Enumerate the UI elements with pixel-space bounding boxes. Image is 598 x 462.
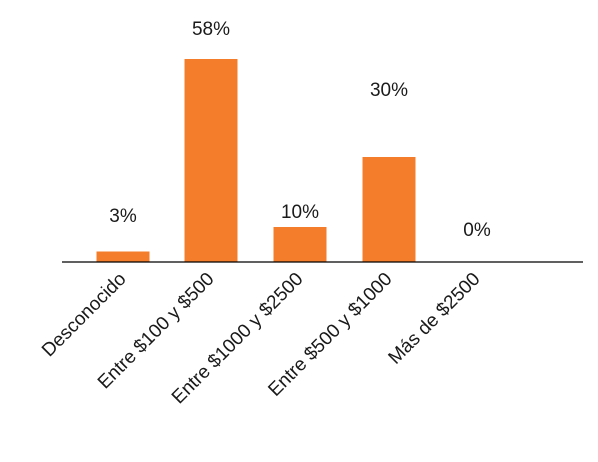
bar-2: [273, 227, 327, 262]
data-label-2: 10%: [281, 202, 319, 223]
bars-group: [96, 59, 416, 262]
bar-0: [96, 251, 150, 262]
data-label-0: 3%: [109, 206, 137, 227]
data-label-4: 0%: [463, 220, 491, 241]
data-labels-group: 3% 58% 10% 30% 0%: [109, 19, 491, 241]
data-label-1: 58%: [192, 19, 230, 40]
bar-3: [362, 157, 416, 262]
x-tick-label-4: Más de $2500: [385, 269, 485, 369]
x-tick-label-0: Desconocido: [38, 269, 131, 362]
bar-1: [184, 59, 238, 262]
data-label-3: 30%: [370, 80, 408, 101]
